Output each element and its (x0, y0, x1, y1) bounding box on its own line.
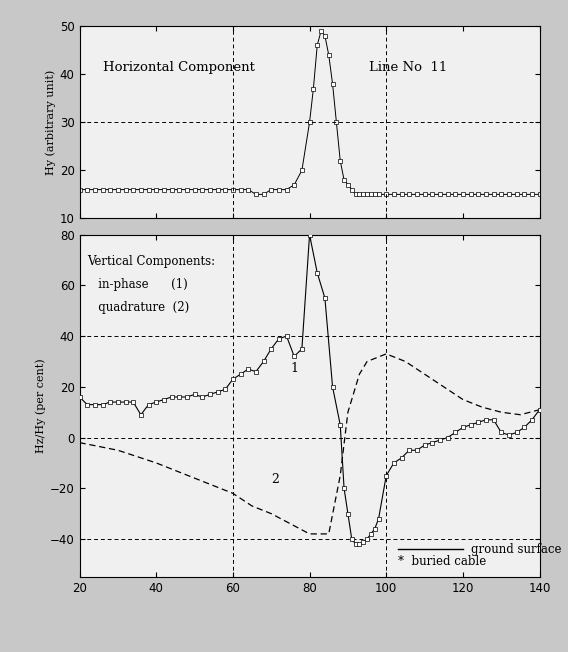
Y-axis label: Hy (arbitrary unit): Hy (arbitrary unit) (45, 70, 56, 175)
Text: *  buried cable: * buried cable (398, 556, 486, 569)
Y-axis label: Hz/Hy (per cent): Hz/Hy (per cent) (35, 359, 46, 453)
Text: quadrature  (2): quadrature (2) (87, 301, 190, 314)
Text: 2: 2 (272, 473, 279, 486)
Text: ground surface: ground surface (470, 542, 561, 556)
Text: in-phase      (1): in-phase (1) (87, 278, 188, 291)
Text: Line No  11: Line No 11 (369, 61, 448, 74)
Text: Vertical Components:: Vertical Components: (87, 255, 215, 268)
Text: Horizontal Component: Horizontal Component (103, 61, 254, 74)
Text: 1: 1 (290, 362, 298, 375)
